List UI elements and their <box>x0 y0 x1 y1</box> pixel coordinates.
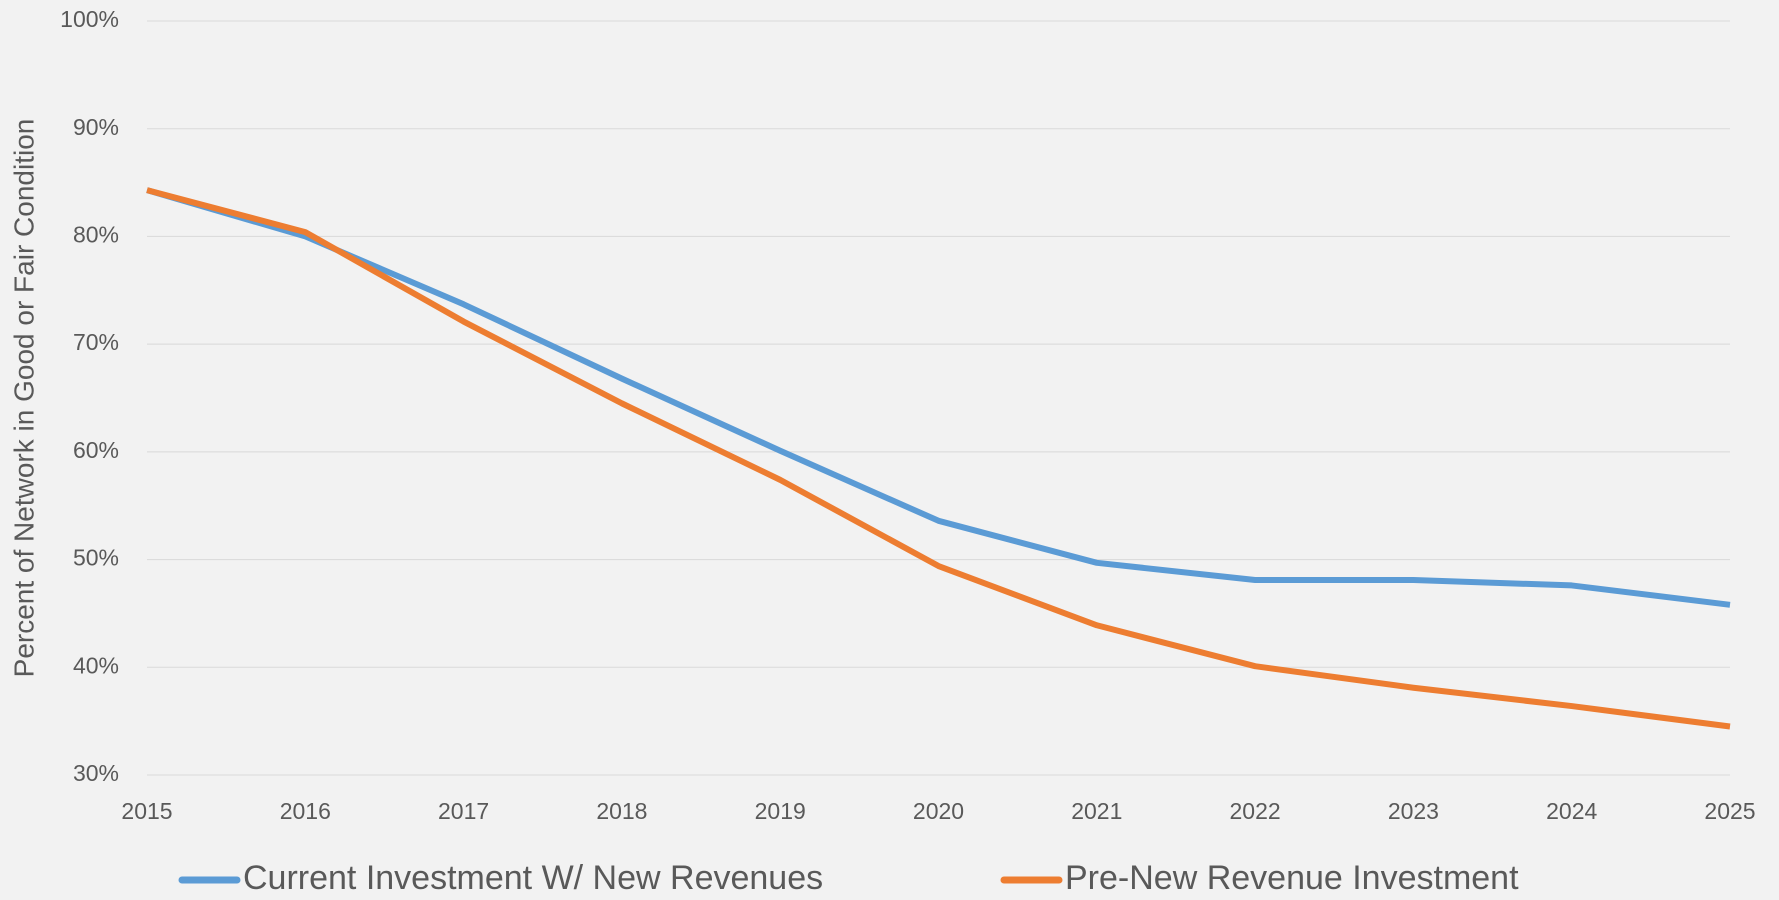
x-tick-label: 2023 <box>1388 798 1439 824</box>
y-tick-label: 40% <box>73 652 119 678</box>
y-tick-label: 80% <box>73 222 119 248</box>
y-tick-label: 60% <box>73 437 119 463</box>
y-tick-label: 50% <box>73 545 119 571</box>
x-tick-label: 2019 <box>755 798 806 824</box>
legend-label: Pre-New Revenue Investment <box>1065 859 1519 897</box>
x-tick-label: 2018 <box>596 798 647 824</box>
y-axis-label: Percent of Network in Good or Fair Condi… <box>8 119 39 678</box>
x-tick-label: 2024 <box>1546 798 1597 824</box>
x-tick-label: 2021 <box>1071 798 1122 824</box>
x-tick-label: 2016 <box>280 798 331 824</box>
x-tick-label: 2017 <box>438 798 489 824</box>
y-tick-label: 70% <box>73 329 119 355</box>
y-tick-label: 100% <box>60 6 119 32</box>
y-tick-label: 90% <box>73 114 119 140</box>
y-tick-label: 30% <box>73 760 119 786</box>
x-tick-label: 2022 <box>1230 798 1281 824</box>
series-line <box>146 187 1731 730</box>
x-tick-label: 2025 <box>1704 798 1755 824</box>
legend-label: Current Investment W/ New Revenues <box>243 859 823 897</box>
x-tick-label: 2020 <box>913 798 964 824</box>
x-tick-label: 2015 <box>121 798 172 824</box>
series-line <box>146 187 1731 608</box>
